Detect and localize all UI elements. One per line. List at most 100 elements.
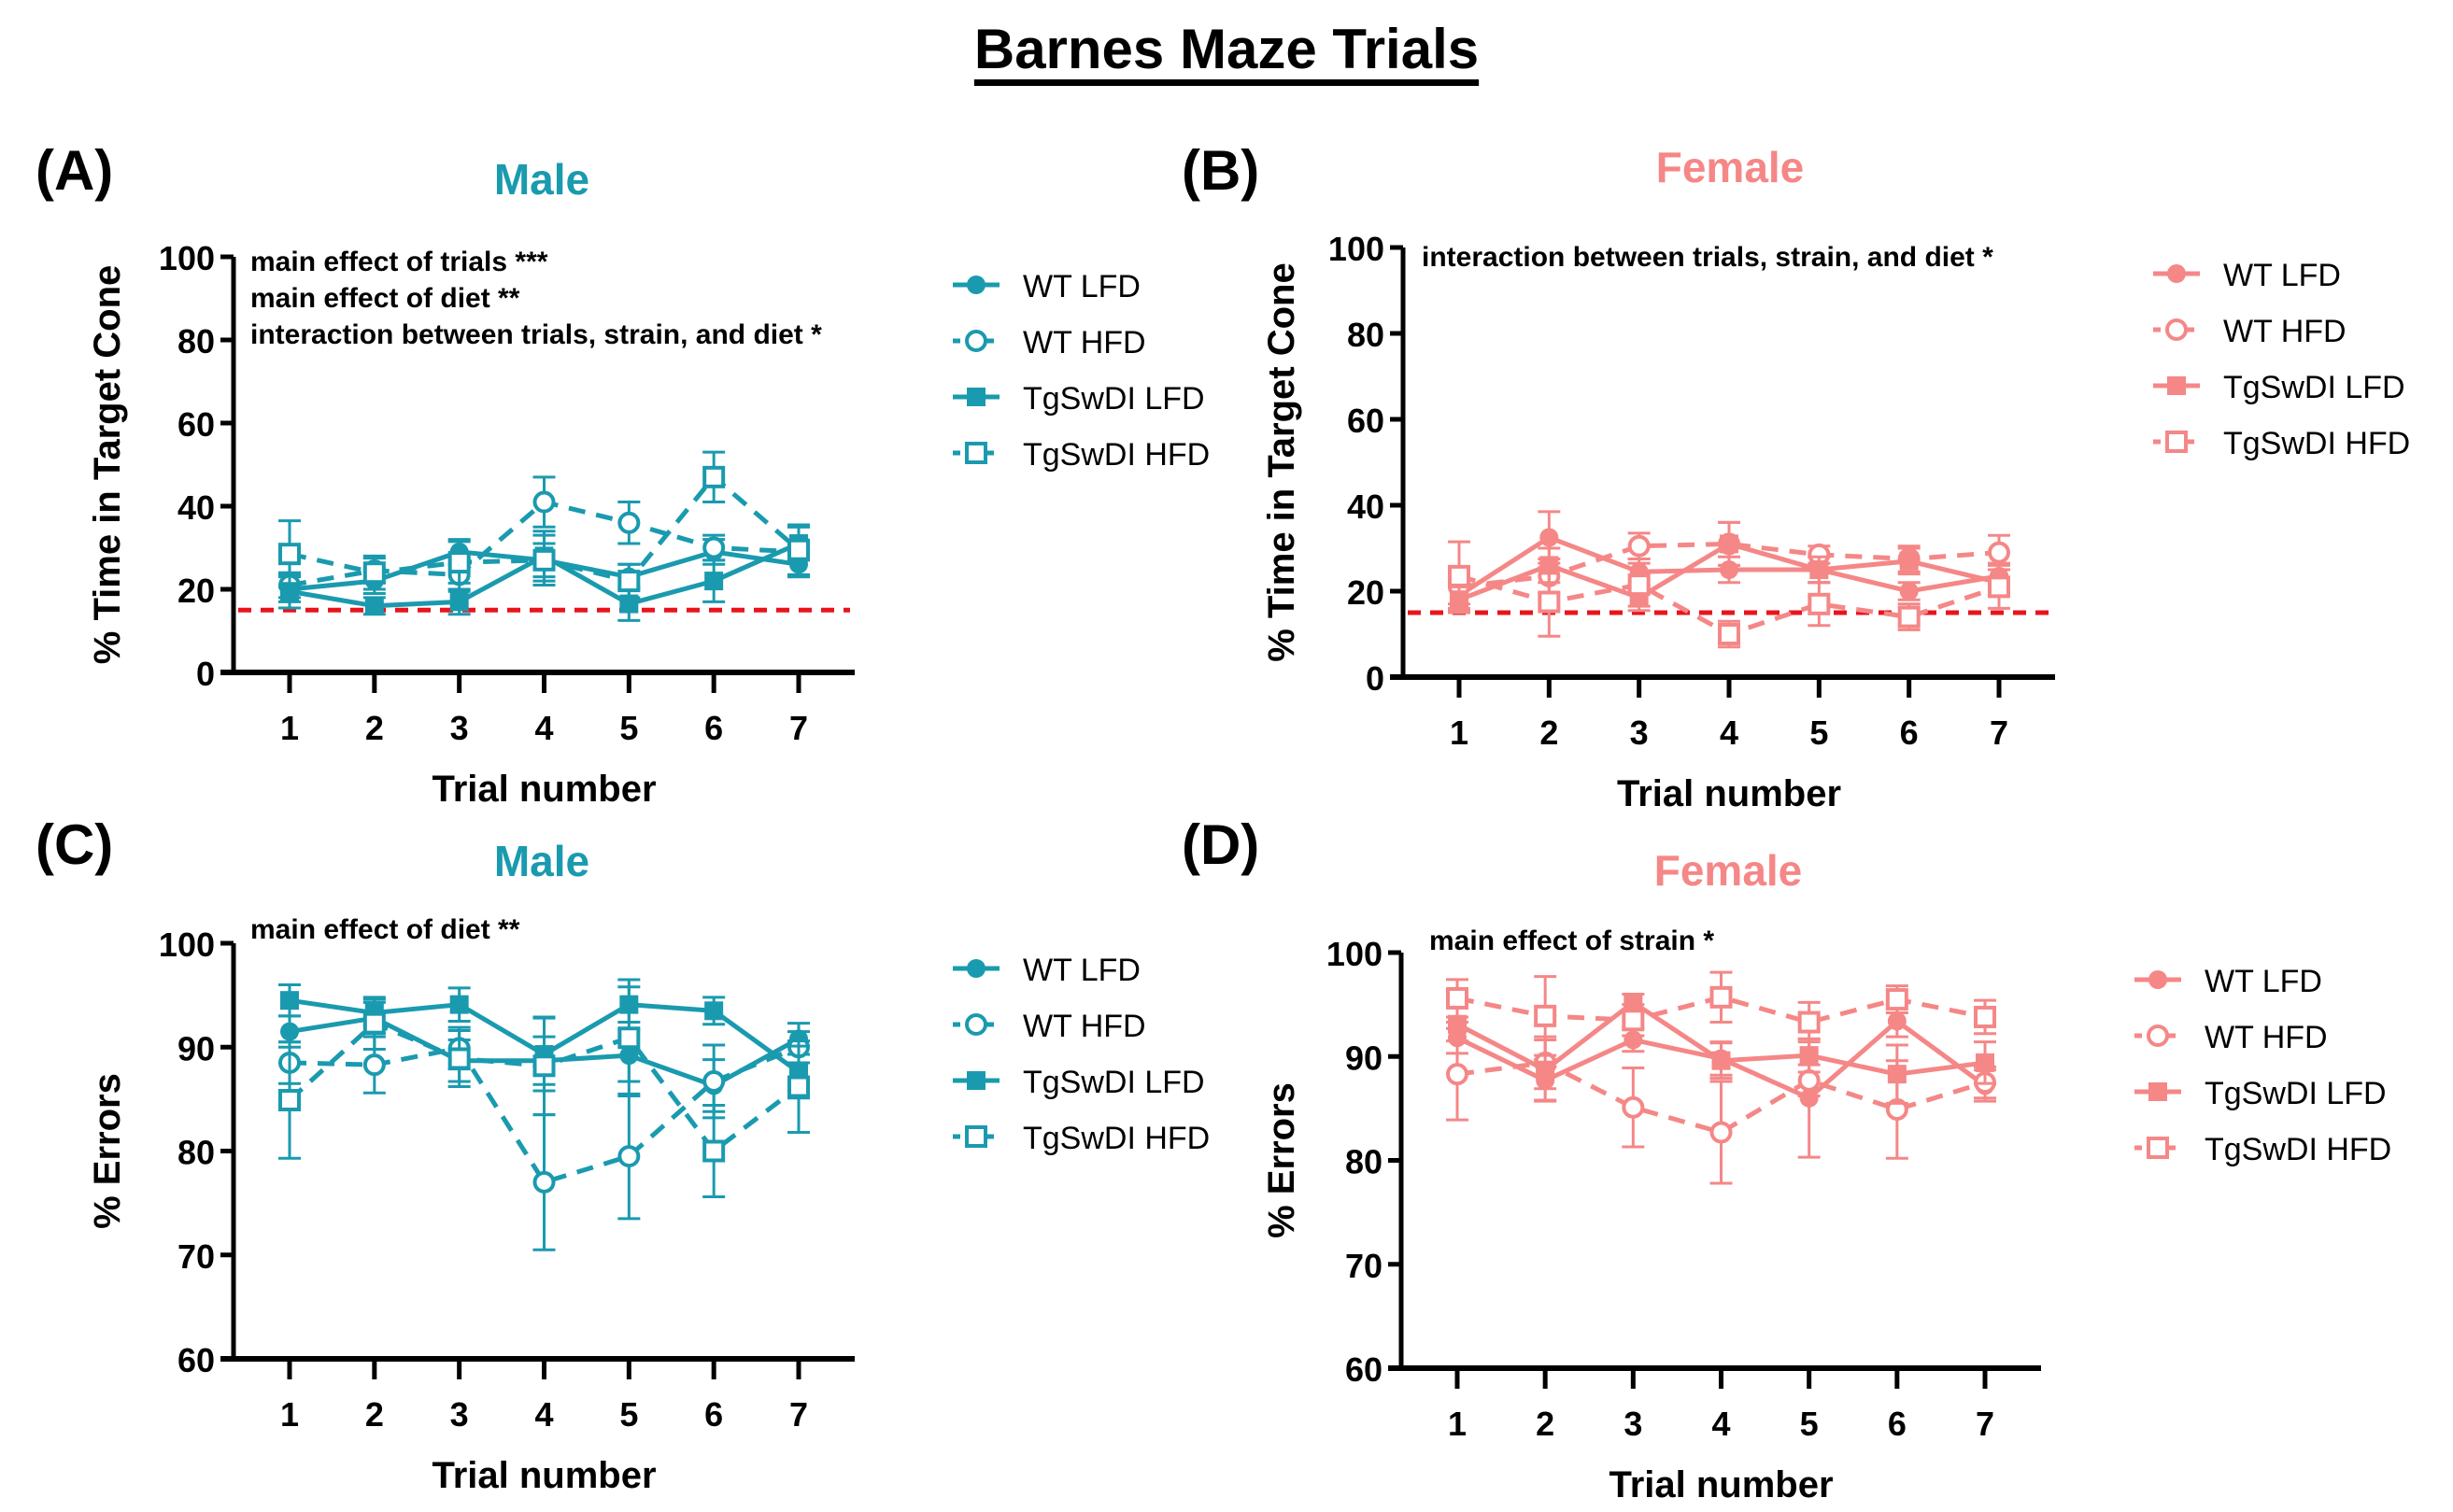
data-point (1622, 1009, 1645, 1032)
data-point (617, 570, 641, 593)
x-tick-label: 2 (365, 1395, 384, 1434)
legend-label: TgSwDI HFD (1023, 437, 1210, 473)
data-point (449, 995, 469, 1014)
panel-label-b: (B) (1182, 139, 1260, 202)
legend-item: WT HFD (953, 1009, 1146, 1044)
data-point (1446, 1063, 1468, 1086)
legend-item: WT LFD (2134, 964, 2322, 999)
data-point (1797, 1010, 1821, 1034)
data-point (704, 572, 724, 591)
panel-subtitle-a: Male (493, 155, 590, 204)
x-tick-label: 5 (619, 709, 638, 747)
panel-subtitle-c: Male (493, 837, 590, 885)
stat-annotation: interaction between trials, strain, and … (250, 319, 822, 350)
data-point (280, 1022, 299, 1041)
legend-marker-icon (2165, 318, 2188, 341)
x-tick-label: 1 (1448, 1405, 1467, 1443)
legend-label: WT HFD (2205, 1020, 2328, 1055)
legend-item: TgSwDI HFD (953, 1121, 1210, 1156)
data-point (787, 1075, 810, 1098)
data-point (364, 596, 384, 615)
y-tick-label: 60 (1345, 1350, 1382, 1389)
legend-label: WT HFD (1023, 325, 1146, 360)
data-point (1797, 1068, 1821, 1092)
legend-label: TgSwDI HFD (2205, 1132, 2391, 1167)
x-tick-label: 7 (789, 1395, 808, 1434)
x-tick-label: 1 (1450, 714, 1468, 752)
legend-marker-icon (965, 330, 987, 352)
data-point (619, 594, 639, 614)
data-point (532, 1054, 556, 1078)
x-tick-label: 3 (1624, 1405, 1642, 1443)
y-axis-label: % Time in Target Cone (87, 265, 128, 664)
panel-c: 60 70 80 90 100 1 2 3 4 5 6 7 Trial number % Errors ma… (87, 914, 1210, 1496)
legend-label: TgSwDI LFD (1023, 381, 1205, 417)
data-point (617, 1026, 641, 1050)
x-tick-label: 4 (534, 1395, 553, 1434)
legend-marker-icon (967, 1071, 985, 1090)
legend-item: WT LFD (2153, 258, 2341, 293)
legend-label: TgSwDI LFD (1023, 1065, 1205, 1100)
legend-marker-icon (2165, 431, 2188, 453)
series-tgswdi-hfd (1448, 540, 2010, 649)
data-point (1627, 534, 1651, 558)
legend-label: WT LFD (1023, 269, 1141, 304)
panel-label-d: (D) (1182, 813, 1260, 876)
y-axis-label: % Errors (1261, 1082, 1302, 1238)
data-point (702, 1139, 726, 1163)
data-point (1448, 564, 1470, 587)
y-tick-label: 80 (177, 322, 215, 360)
data-point (362, 1053, 386, 1077)
data-point (1885, 988, 1908, 1011)
data-point (1709, 985, 1733, 1009)
data-point (447, 1047, 471, 1070)
legend-label: TgSwDI LFD (2223, 370, 2405, 405)
data-point (702, 465, 726, 488)
x-tick-label: 7 (789, 709, 808, 747)
x-tick-label: 4 (1720, 714, 1738, 752)
legend-label: TgSwDI HFD (2223, 426, 2410, 461)
data-point (617, 1145, 641, 1168)
x-tick-label: 2 (1536, 1405, 1554, 1443)
x-tick-label: 4 (534, 709, 553, 747)
data-point (1799, 1088, 1819, 1108)
legend-item: TgSwDI LFD (953, 381, 1205, 417)
x-tick-label: 3 (1630, 714, 1649, 752)
stat-annotation: main effect of strain * (1429, 926, 1714, 956)
x-tick-label: 7 (1990, 714, 2008, 752)
x-axis-label: Trial number (1609, 1464, 1833, 1505)
data-point (1718, 623, 1740, 645)
y-tick-label: 100 (1326, 935, 1382, 973)
data-point (449, 592, 469, 612)
x-tick-label: 6 (1900, 714, 1919, 752)
legend-item: TgSwDI LFD (953, 1065, 1205, 1100)
y-tick-label: 20 (1347, 573, 1384, 612)
legend-label: TgSwDI HFD (1023, 1121, 1210, 1156)
legend-item: TgSwDI HFD (953, 437, 1210, 473)
panel-subtitle-b: Female (1655, 143, 1805, 191)
data-point (532, 1170, 556, 1194)
x-tick-label: 2 (365, 709, 384, 747)
data-point (704, 1001, 724, 1021)
x-tick-label: 3 (450, 1395, 469, 1434)
data-point (362, 1011, 386, 1035)
x-tick-label: 6 (1888, 1405, 1907, 1443)
data-point (702, 536, 726, 559)
data-point (1976, 1053, 1994, 1072)
y-tick-label: 100 (159, 926, 215, 964)
legend-marker-icon (965, 1125, 987, 1148)
legend-label: WT LFD (1023, 953, 1141, 988)
data-point (1624, 993, 1643, 1012)
y-tick-label: 60 (177, 1341, 215, 1379)
y-axis-label: % Time in Target Cone (1261, 262, 1302, 661)
legend-label: WT LFD (2205, 964, 2322, 999)
x-tick-label: 2 (1539, 714, 1558, 752)
y-tick-label: 70 (177, 1237, 215, 1276)
y-tick-label: 80 (177, 1134, 215, 1172)
data-point (1887, 1065, 1907, 1084)
legend-marker-icon (2148, 970, 2167, 989)
y-tick-label: 90 (1345, 1039, 1382, 1077)
x-tick-label: 1 (280, 1395, 299, 1434)
data-point (1711, 1051, 1731, 1070)
